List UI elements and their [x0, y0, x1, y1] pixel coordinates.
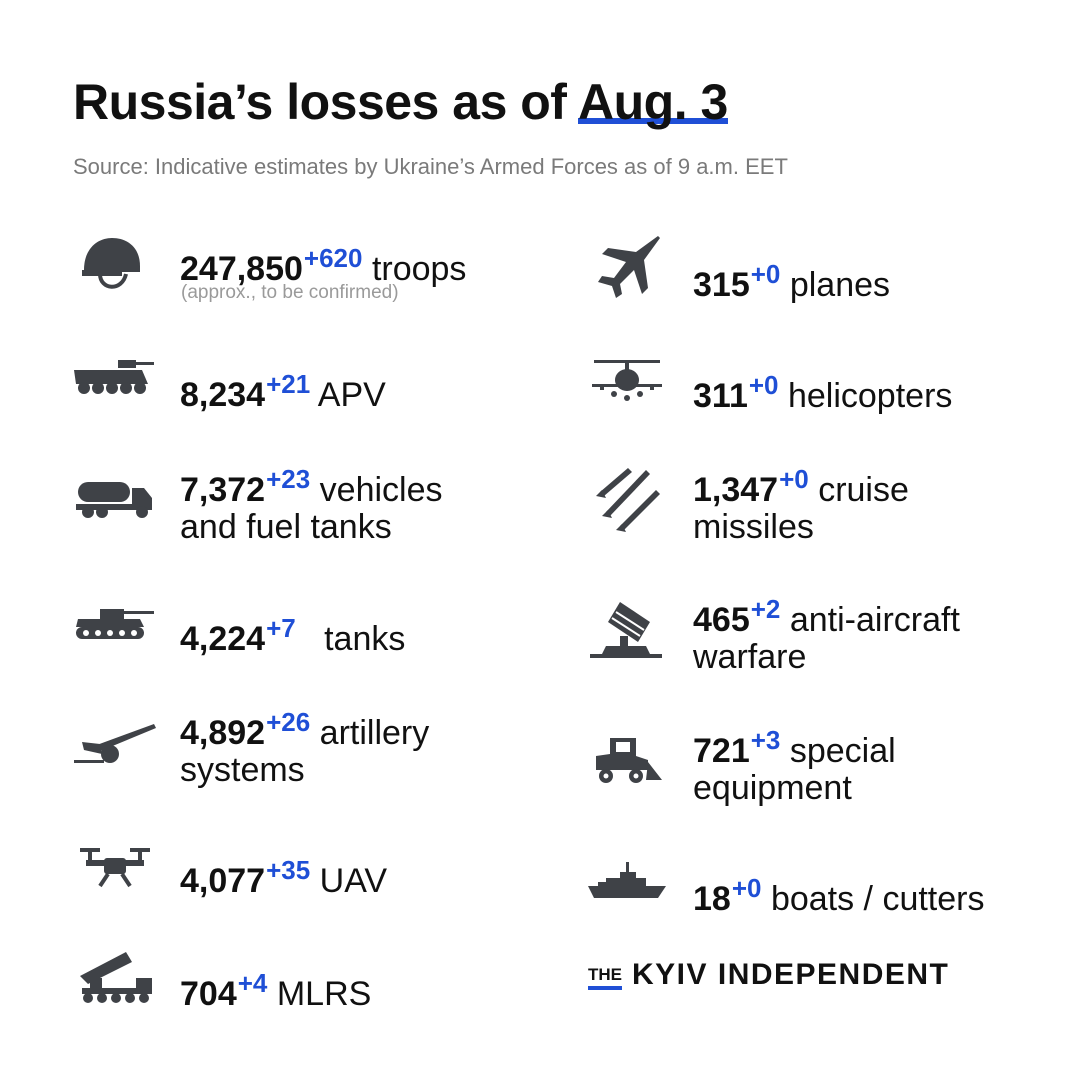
- apv-icon: [72, 358, 156, 398]
- troops-delta: +620: [303, 243, 363, 273]
- uav-value: 4,077: [180, 862, 266, 900]
- logo-the: THE: [588, 965, 622, 990]
- boats-value: 18: [693, 880, 731, 918]
- anti-aircraft-icon: [590, 598, 662, 660]
- apv-label: APV: [317, 376, 386, 414]
- mlrs-value: 704: [180, 975, 237, 1013]
- mlrs-icon: [74, 948, 156, 1006]
- vehicles-label-2: and fuel tanks: [180, 508, 392, 546]
- planes-value: 315: [693, 266, 750, 304]
- artillery-value: 4,892: [180, 714, 266, 752]
- antiair-label-2: warfare: [693, 638, 807, 676]
- antiair-delta: +2: [750, 594, 781, 624]
- boats-label: boats / cutters: [770, 880, 985, 918]
- cruise-label: cruise: [818, 471, 909, 509]
- mlrs-label: MLRS: [276, 975, 372, 1013]
- drone-icon: [80, 846, 150, 888]
- logo-name: KYIV INDEPENDENT: [632, 958, 950, 991]
- antiair-value: 465: [693, 601, 750, 639]
- helicopters-delta: +0: [748, 370, 779, 400]
- artillery-delta: +26: [266, 707, 311, 737]
- troops-note: (approx., to be confirmed): [181, 282, 399, 303]
- boats-text: 18+0 boats / cutters: [693, 864, 984, 923]
- helicopters-value: 311: [693, 377, 748, 415]
- apv-text: 8,234+21 APV: [180, 360, 386, 419]
- artillery-label: artillery: [319, 714, 430, 752]
- special-text: 721+3 special: [693, 716, 896, 775]
- tanks-delta: +7: [266, 613, 296, 643]
- cruise-value: 1,347: [693, 471, 779, 509]
- planes-text: 315+0 planes: [693, 250, 890, 309]
- troops-value: 247,850: [180, 250, 303, 288]
- boats-delta: +0: [731, 873, 762, 903]
- helicopters-label: helicopters: [787, 377, 953, 415]
- tanks-value: 4,224: [180, 620, 266, 658]
- special-label: special: [789, 732, 896, 770]
- mlrs-text: 704+4 MLRS: [180, 959, 371, 1018]
- troops-text: 247,850+620 troops: [180, 234, 466, 293]
- special-label-2: equipment: [693, 769, 852, 807]
- artillery-text: 4,892+26 artillery: [180, 698, 429, 757]
- vehicles-label: vehicles: [319, 471, 443, 509]
- jet-icon: [594, 234, 662, 302]
- source-note: Source: Indicative estimates by Ukraine’…: [73, 154, 788, 179]
- fuel-truck-icon: [74, 480, 156, 520]
- helicopter-icon: [590, 356, 664, 402]
- kyiv-independent-logo: THE KYIV INDEPENDENT: [588, 958, 949, 992]
- vehicles-delta: +23: [266, 464, 311, 494]
- helicopters-text: 311+0 helicopters: [693, 361, 952, 420]
- helmet-icon: [80, 236, 144, 296]
- page-title: Russia’s losses as of Aug. 3: [73, 74, 728, 132]
- tanks-label: tanks: [324, 620, 406, 658]
- artillery-label-2: systems: [180, 751, 305, 789]
- tanks-text: 4,224+7 tanks: [180, 604, 405, 663]
- uav-text: 4,077+35 UAV: [180, 846, 387, 905]
- mlrs-delta: +4: [237, 968, 268, 998]
- missiles-icon: [594, 466, 660, 534]
- antiair-text: 465+2 anti-aircraft: [693, 585, 960, 644]
- cruise-text: 1,347+0 cruise: [693, 455, 909, 514]
- uav-label: UAV: [319, 862, 388, 900]
- apv-value: 8,234: [180, 376, 266, 414]
- title-date: Aug. 3: [578, 74, 728, 130]
- vehicles-text: 7,372+23 vehicles: [180, 455, 443, 514]
- cruise-delta: +0: [779, 464, 809, 494]
- tank-icon: [74, 605, 156, 641]
- special-delta: +3: [750, 725, 781, 755]
- planes-delta: +0: [750, 259, 781, 289]
- planes-label: planes: [789, 266, 891, 304]
- uav-delta: +35: [266, 855, 311, 885]
- title-prefix: Russia’s losses as of: [73, 74, 567, 130]
- warship-icon: [586, 860, 668, 902]
- loader-icon: [592, 736, 664, 784]
- antiair-label: anti-aircraft: [789, 601, 960, 639]
- apv-delta: +21: [266, 369, 311, 399]
- artillery-icon: [72, 720, 158, 766]
- vehicles-value: 7,372: [180, 471, 266, 509]
- cruise-label-2: missiles: [693, 508, 814, 546]
- troops-label: troops: [371, 250, 467, 288]
- special-value: 721: [693, 732, 750, 770]
